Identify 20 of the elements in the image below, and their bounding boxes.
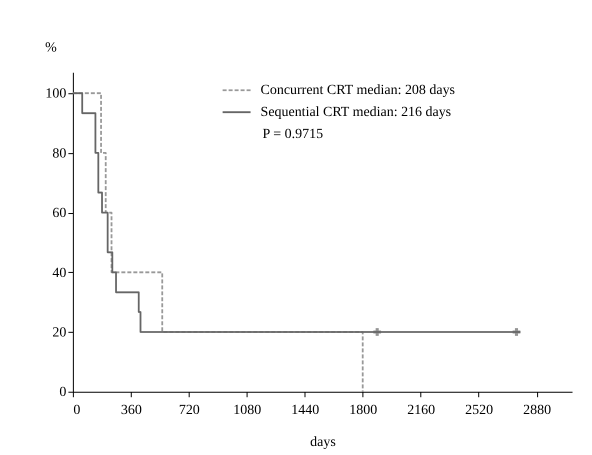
y-tick-label: 20 [52, 326, 66, 341]
x-tick-label: 2520 [465, 403, 494, 418]
x-tick-label: 0 [73, 403, 80, 418]
x-tick-label: 720 [178, 403, 200, 418]
x-tick-label: 360 [120, 403, 142, 418]
y-axis-title: % [45, 40, 58, 56]
x-tick-label: 1080 [233, 403, 262, 418]
x-tick-label: 1800 [349, 403, 378, 418]
legend-label: Sequential CRT median: 216 days [260, 105, 452, 120]
x-tick-label: 2880 [523, 403, 552, 418]
y-tick-label: 100 [45, 86, 66, 102]
x-axis-title: days [310, 435, 336, 450]
y-tick-label: 80 [52, 146, 66, 162]
x-tick-label: 1440 [291, 403, 320, 418]
y-tick-label: 40 [52, 266, 66, 281]
y-tick-label: 0 [59, 385, 66, 400]
x-tick-label: 2160 [407, 403, 436, 418]
y-tick-label: 60 [52, 206, 66, 222]
annotation: P = 0.9715 [262, 127, 324, 142]
legend-label: Concurrent CRT median: 208 days [260, 83, 455, 98]
